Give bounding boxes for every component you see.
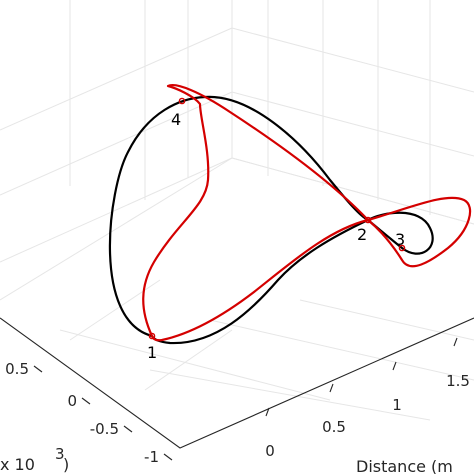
grid-line [0,157,233,301]
left-axis-exponent: 3 [55,445,65,463]
point-marker [178,97,186,105]
axes [0,317,474,461]
left-axis-tick-label: -1 [144,448,159,466]
axis-line [0,317,474,449]
right-axis-tick-label: 0 [265,442,275,460]
series-curve-red [142,84,472,342]
point-label: 2 [357,225,367,244]
grid-line [231,157,474,225]
tick-mark [392,361,397,371]
left-axis-tick-label: 0 [67,392,77,410]
left-axis-exponent-paren: ) [63,455,69,474]
point-marker [148,332,156,340]
tick-mark [265,407,270,417]
series-curve-black [108,95,434,345]
point-marker [364,216,372,224]
grid-line [299,299,474,341]
tick-mark [33,365,43,373]
point-label: 4 [171,110,181,129]
right-axis-tick-label: 0.5 [322,418,346,436]
right-axis-label: Distance (m [356,457,453,474]
grid-line [231,27,474,93]
grid-line [0,157,233,263]
grid-line [149,369,431,421]
grid-line [0,91,233,196]
point-label: 3 [395,230,405,249]
grid-line [209,319,474,381]
chart-text: 0.5 0 -0.5 -1 x 10 3) 0 0.5 1 1.5 Distance (m 1 2 3 4 [0,110,470,474]
grid-line [0,27,233,131]
tick-mark [329,383,334,393]
point-marker [398,244,406,252]
right-axis-tick-label: 1.5 [446,372,470,390]
tick-mark [163,453,173,461]
grid-line [231,91,474,157]
left-axis-tick-label: 0.5 [5,360,29,378]
point-markers [148,97,406,340]
left-axis-exponent-label: x 10 [0,455,35,474]
right-axis-tick-label: 1 [392,396,402,414]
left-axis-tick-label: -0.5 [90,420,119,438]
tick-mark [453,337,458,347]
tick-mark [81,397,91,405]
point-label: 1 [147,343,157,362]
tick-mark [123,425,133,433]
grid-lines [0,0,474,421]
grid-line [144,329,233,391]
series-curves [108,84,472,345]
grid-line [59,329,331,401]
